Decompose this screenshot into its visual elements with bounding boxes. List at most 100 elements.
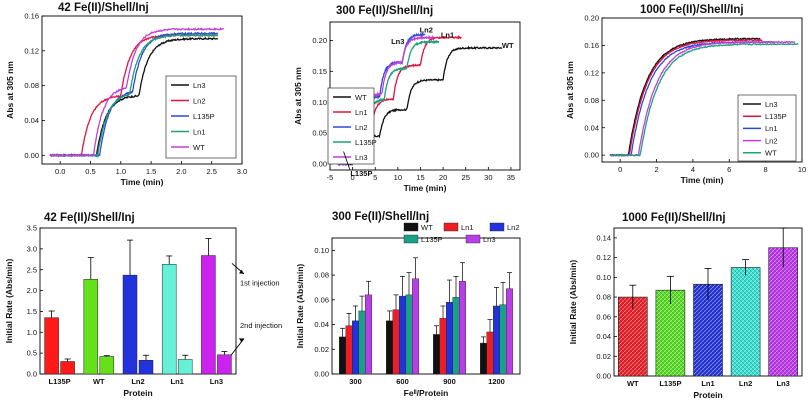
y-tick-label: 0.08 [314, 271, 329, 280]
second-injection-bar-WT [99, 356, 115, 375]
legend-label-Ln1: Ln1 [765, 124, 778, 133]
annotation-1st-injection: 1st injection [240, 279, 280, 288]
x-tick-label: 0.0 [55, 167, 65, 176]
chart-title: 1000 Fe(II)/Shell/Inj [622, 212, 726, 224]
y-tick-label: 0.08 [584, 96, 599, 105]
legend-swatch-Ln3 [465, 234, 481, 244]
x-tick-label: 0 [351, 173, 355, 182]
annotation-pointer [343, 151, 351, 171]
legend-label-Ln3: Ln3 [355, 153, 368, 162]
arrow-head [239, 269, 244, 274]
bar-WT-600 [386, 320, 393, 375]
y-tick-label: 0.02 [596, 352, 611, 361]
y-axis-label: Initial Rate (Abs/min) [4, 259, 14, 344]
first-injection-bar-Ln3 [201, 255, 216, 375]
y-tick-label: 0.14 [596, 233, 611, 242]
legend-label-L135P: L135P [355, 138, 377, 147]
y-tick-label: 0.00 [314, 370, 329, 379]
plot-frame [39, 227, 237, 375]
x-tick-label: 2 [654, 165, 658, 174]
second-injection-bar-Ln2 [138, 359, 154, 375]
legend-box [327, 87, 375, 165]
y-tick-label: 0.06 [314, 295, 329, 304]
bar-Ln2 [730, 267, 761, 377]
chart-title: 42 Fe(II)/Shell/Inj [44, 212, 135, 224]
y-tick-label: 0.04 [596, 332, 611, 341]
legend-label-WT: WT [421, 223, 433, 232]
x-category-label: 1200 [488, 377, 505, 386]
y-tick-label: 0.12 [584, 68, 599, 77]
line-chart-p2: 300 Fe(II)/Shell/Inj Time (min) Abs at 305… [293, 5, 521, 193]
legend-box [165, 75, 237, 159]
x-tick-label: 30 [484, 173, 492, 182]
y-axis-label: Initial Rate (Abs/min) [295, 264, 305, 349]
bar-chart-p5: 300 Fe(II)/Shell/Inj Feᴵᴵ/Protein Initial … [295, 211, 521, 398]
line-chart-p3: 1000 Fe(II)/Shell/Inj Time (min) Abs at 30… [565, 4, 806, 185]
x-tick-label: 5 [373, 173, 377, 182]
chart-title: 42 Fe(II)/Shell/Inj [58, 2, 149, 14]
chart-title: 300 Fe(II)/Shell/Inj [336, 5, 433, 17]
second-injection-bar-Ln3 [217, 354, 232, 375]
y-tick-label: 0.12 [596, 253, 611, 262]
y-tick-label: 0.04 [584, 123, 599, 132]
bar-L135P-900 [452, 297, 460, 375]
curve-label: WT [502, 41, 514, 50]
y-tick-label: 0.20 [312, 36, 327, 45]
x-category-label: Ln3 [210, 377, 223, 386]
x-tick-label: 6 [727, 165, 731, 174]
legend-label-Ln1: Ln1 [461, 223, 474, 232]
x-category-label: L135P [659, 379, 681, 388]
bar-Ln3 [768, 247, 799, 377]
chart-title: 300 Fe(II)/Shell/Inj [332, 211, 429, 223]
legend-label-Ln3: Ln3 [483, 235, 496, 244]
bar-chart-p6: 1000 Fe(II)/Shell/Inj Protein Initial Rate… [568, 212, 803, 400]
y-axis-label: Abs at 305 nm [293, 67, 303, 125]
series-line-WT [609, 42, 799, 157]
x-tick-label: 15 [416, 173, 424, 182]
curve-label: Ln2 [420, 25, 433, 34]
bar-Ln2-300 [352, 320, 359, 375]
bar-L135P-1200 [499, 304, 507, 375]
x-tick-label: 20 [439, 173, 447, 182]
x-tick-label: 4 [691, 165, 695, 174]
y-tick-label: 0.16 [584, 41, 599, 50]
x-tick-label: 8 [764, 165, 768, 174]
y-tick-label: 0.12 [24, 46, 39, 55]
x-category-label: L135P [49, 377, 71, 386]
y-tick-label: 2.0 [27, 286, 37, 295]
y-tick-label: 0.00 [312, 159, 327, 168]
y-tick-label: 3.0 [27, 244, 37, 253]
line-chart-p1: 42 Fe(II)/Shell/Inj Time (min) Abs at 305 … [5, 2, 247, 187]
x-axis-label: Time (min) [121, 177, 164, 187]
series-line-WT [49, 26, 225, 158]
y-tick-label: 0.00 [24, 151, 39, 160]
y-tick-label: 0.10 [312, 98, 327, 107]
x-axis-label: Feᴵᴵ/Protein [404, 388, 449, 398]
x-tick-label: 0 [618, 165, 622, 174]
y-tick-label: 0.05 [312, 129, 327, 138]
second-injection-bar-L135P [60, 361, 75, 375]
x-tick-label: 10 [394, 173, 402, 182]
x-axis-label: Protein [693, 390, 722, 400]
first-injection-bar-WT [83, 279, 99, 375]
y-tick-label: 0.0 [27, 370, 37, 379]
y-tick-label: 0.04 [314, 320, 329, 329]
bar-chart-p4: 42 Fe(II)/Shell/Inj Protein Initial Rate (… [4, 212, 282, 398]
curve-label: L135P [350, 169, 372, 178]
x-category-label: 600 [396, 377, 409, 386]
x-tick-label: 25 [462, 173, 470, 182]
legend-label-WT: WT [355, 93, 367, 102]
legend-label-WT: WT [765, 149, 777, 158]
x-axis-label: Time (min) [404, 183, 447, 193]
y-tick-label: 0.10 [314, 246, 329, 255]
series-line-Ln3 [610, 37, 761, 157]
series-line-L135P [609, 38, 763, 157]
y-tick-label: 0.02 [314, 345, 329, 354]
legend-swatch-Ln1 [443, 222, 459, 232]
bar-Ln2-600 [399, 295, 406, 375]
y-tick-label: 1.5 [27, 307, 37, 316]
y-tick-label: 0.20 [584, 14, 599, 23]
legend-label-WT: WT [193, 143, 205, 152]
first-injection-bar-Ln2 [122, 274, 138, 375]
legend-label-Ln2: Ln2 [193, 96, 206, 105]
